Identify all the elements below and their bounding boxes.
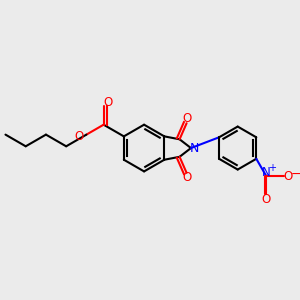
Text: O: O: [74, 130, 83, 143]
Text: N: N: [190, 142, 200, 154]
Text: O: O: [182, 112, 191, 125]
Text: O: O: [182, 171, 191, 184]
Text: −: −: [291, 168, 300, 181]
Text: N: N: [262, 166, 271, 178]
Text: +: +: [268, 163, 276, 173]
Text: O: O: [104, 96, 113, 109]
Text: O: O: [262, 193, 271, 206]
Text: O: O: [283, 169, 292, 182]
